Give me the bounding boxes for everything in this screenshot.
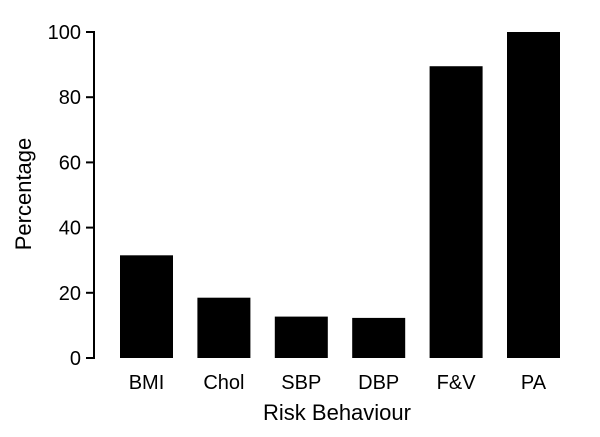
x-category-label: Chol	[203, 372, 244, 394]
y-tick-label: 0	[70, 348, 81, 370]
bar-sbp	[274, 316, 328, 358]
y-tick-label: 60	[59, 152, 81, 174]
x-axis-category-labels: BMI Chol SBP DBP F&V PA	[129, 372, 547, 394]
x-axis-title: Risk Behaviour	[263, 400, 411, 425]
x-category-label: PA	[521, 372, 547, 394]
x-category-label: F&V	[437, 372, 477, 394]
y-axis-title: Percentage	[11, 138, 36, 251]
x-category-label: SBP	[281, 372, 321, 394]
y-tick-label: 20	[59, 283, 81, 305]
bar-chol	[197, 297, 251, 358]
x-category-label: BMI	[129, 372, 165, 394]
y-tick-label: 100	[48, 22, 81, 44]
bar-bmi	[120, 255, 173, 358]
bar-f-v	[429, 66, 483, 358]
y-tick-label: 40	[59, 218, 81, 240]
x-category-label: DBP	[358, 372, 399, 394]
bar-dbp	[352, 317, 406, 358]
y-tick-label: 80	[59, 87, 81, 109]
bar-pa	[507, 32, 560, 358]
bars	[120, 32, 560, 358]
y-axis-ticks: 0 20 40 60 80 100	[48, 22, 94, 370]
